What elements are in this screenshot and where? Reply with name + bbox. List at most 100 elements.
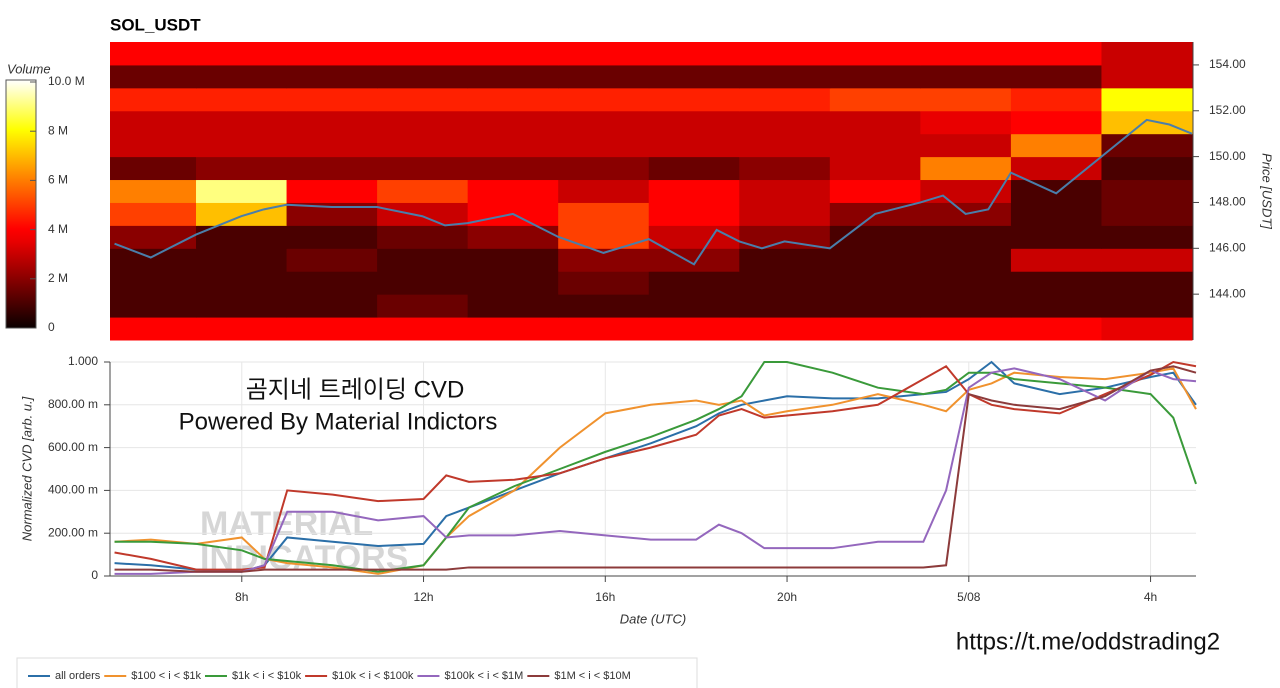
- heat-cell: [739, 156, 831, 181]
- heat-cell: [558, 225, 650, 249]
- heat-cell: [829, 179, 921, 203]
- heat-cell: [1101, 179, 1193, 203]
- heat-cell: [648, 87, 740, 112]
- heat-cell: [377, 225, 469, 249]
- heat-cell: [286, 64, 378, 89]
- heat-cell: [196, 294, 288, 318]
- heat-cell: [286, 317, 378, 341]
- legend-label: $1M < i < $10M: [554, 670, 630, 682]
- heat-cell: [196, 110, 288, 135]
- heat-cell: [467, 42, 559, 66]
- heat-cell: [920, 87, 1012, 112]
- heat-cell: [196, 271, 288, 295]
- heat-cell: [196, 42, 288, 66]
- heat-cell: [558, 294, 650, 318]
- heat-cell: [467, 225, 559, 249]
- heat-cell: [920, 271, 1012, 295]
- heat-cell: [110, 133, 197, 158]
- y-tick-label: 800.00 m: [48, 397, 98, 411]
- heat-cell: [558, 156, 650, 181]
- heat-cell: [1010, 202, 1102, 226]
- cvd-line: [114, 360, 1197, 571]
- heat-cell: [739, 271, 831, 295]
- heat-cell: [558, 87, 650, 112]
- heat-cell: [648, 294, 740, 318]
- heat-cell: [1101, 133, 1193, 158]
- heat-cell: [1010, 133, 1102, 158]
- heat-cell: [286, 133, 378, 158]
- heat-cell: [920, 179, 1012, 203]
- heat-cell: [110, 271, 197, 295]
- heat-cell: [467, 179, 559, 203]
- heat-cell: [467, 248, 559, 272]
- heat-cell: [648, 179, 740, 203]
- cvd-line: [114, 365, 1197, 573]
- y-tick-label: 150.00: [1209, 149, 1246, 163]
- colorbar-tick-label: 6 M: [48, 173, 68, 187]
- y-tick-label: 600.00 m: [48, 440, 98, 454]
- heat-cell: [377, 271, 469, 295]
- heat-cell: [1101, 317, 1193, 341]
- heat-cell: [829, 87, 921, 112]
- x-axis-label: Date (UTC): [620, 611, 686, 626]
- heat-cell: [829, 133, 921, 158]
- heat-cell: [286, 202, 378, 226]
- y-axis-label: Normalized CVD [arb. u.]: [19, 396, 34, 541]
- heat-cell: [110, 202, 197, 226]
- heat-cell: [377, 133, 469, 158]
- heat-cell: [1101, 202, 1193, 226]
- annotation: 곰지네 트레이딩 CVD: [246, 376, 465, 403]
- heat-cell: [829, 42, 921, 66]
- url: https://t.me/oddstrading2: [956, 628, 1220, 655]
- price-line: [114, 118, 1193, 266]
- heat-cell: [196, 87, 288, 112]
- heat-cell: [1101, 64, 1193, 89]
- heat-cell: [467, 294, 559, 318]
- x-tick-label: 4h: [1144, 590, 1157, 604]
- heat-cell: [1010, 317, 1102, 341]
- heat-cell: [286, 294, 378, 318]
- heat-cell: [196, 225, 288, 249]
- heat-cell: [377, 248, 469, 272]
- y-axis-label: Price [USDT]: [1260, 153, 1275, 229]
- heat-cell: [467, 64, 559, 89]
- heat-cell: [648, 42, 740, 66]
- heat-cell: [739, 248, 831, 272]
- heat-cell: [110, 317, 197, 341]
- heat-cell: [286, 42, 378, 66]
- heat-cell: [648, 133, 740, 158]
- heat-cell: [1010, 110, 1102, 135]
- heat-cell: [558, 110, 650, 135]
- y-tick-label: 144.00: [1209, 286, 1246, 300]
- heat-cell: [829, 156, 921, 181]
- y-tick-label: 0: [91, 568, 98, 582]
- heat-cell: [110, 156, 197, 181]
- colorbar-tick-label: 2 M: [48, 271, 68, 285]
- heat-cell: [286, 87, 378, 112]
- heat-cell: [286, 248, 378, 272]
- chart-title: SOL_USDT: [110, 15, 201, 34]
- heat-cell: [196, 133, 288, 158]
- heat-cell: [377, 202, 469, 226]
- heat-cell: [1010, 64, 1102, 89]
- legend-label: $1k < i < $10k: [232, 670, 302, 682]
- heat-cell: [110, 179, 197, 203]
- heat-cell: [739, 64, 831, 89]
- heat-cell: [920, 225, 1012, 249]
- heat-cell: [1010, 179, 1102, 203]
- heat-cell: [920, 133, 1012, 158]
- heat-cell: [110, 225, 197, 249]
- colorbar-tick-label: 4 M: [48, 222, 68, 236]
- heat-cell: [739, 133, 831, 158]
- heat-cell: [739, 110, 831, 135]
- heat-cell: [196, 202, 288, 226]
- heat-cell: [110, 87, 197, 112]
- heat-cell: [829, 294, 921, 318]
- y-tick-label: 400.00 m: [48, 483, 98, 497]
- heat-cell: [377, 317, 469, 341]
- heat-cell: [558, 271, 650, 295]
- heat-cell: [1101, 110, 1193, 135]
- x-tick-label: 8h: [235, 590, 248, 604]
- heat-cell: [829, 271, 921, 295]
